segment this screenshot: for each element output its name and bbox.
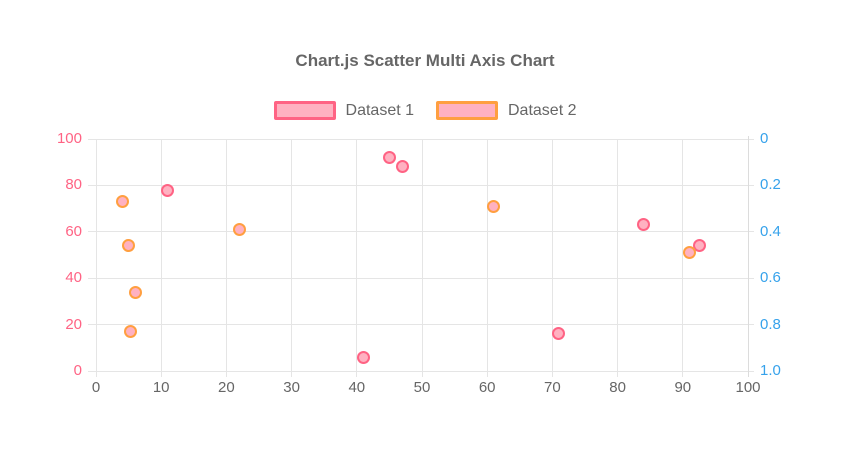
scatter-point-dataset-2[interactable] [487, 199, 501, 213]
x-tick-label: 0 [91, 379, 101, 396]
y-left-tick-label: 40 [65, 269, 82, 287]
right-axis-border [747, 136, 749, 377]
x-gridline [421, 139, 423, 377]
y-gridline [88, 277, 754, 279]
scatter-point-dataset-1[interactable] [637, 218, 651, 232]
x-gridline [291, 139, 293, 377]
x-tick-label: 10 [152, 379, 170, 396]
y-gridline [88, 231, 754, 233]
x-gridline [617, 139, 619, 377]
x-tick-label: 40 [348, 379, 366, 396]
scatter-point-dataset-1[interactable] [161, 183, 175, 197]
y-left-tick-label: 60 [65, 222, 82, 240]
x-gridline [356, 139, 358, 377]
y-right-tick-label: 0.8 [760, 315, 781, 333]
y-gridline [88, 370, 754, 372]
y-left-tick-label: 80 [65, 176, 82, 194]
y-left-tick-label: 0 [73, 362, 82, 379]
x-tick-label: 60 [478, 379, 496, 396]
x-gridline [95, 139, 97, 377]
scatter-point-dataset-2[interactable] [128, 285, 142, 299]
scatter-point-dataset-2[interactable] [115, 195, 129, 209]
scatter-point-dataset-1[interactable] [395, 160, 409, 174]
x-tick-label: 20 [218, 379, 235, 396]
legend-item-label: Dataset 1 [345, 101, 414, 119]
x-tick-label: 90 [674, 379, 692, 396]
x-tick-label: 30 [283, 379, 300, 396]
x-gridline [486, 139, 488, 377]
x-gridline [160, 139, 162, 377]
scatter-point-dataset-1[interactable] [552, 327, 566, 341]
y-right-tick-label: 0 [760, 130, 769, 147]
x-gridline [225, 139, 227, 377]
y-right-tick-label: 0.2 [760, 176, 781, 194]
legend: Dataset 1 Dataset 2 [0, 101, 850, 120]
scatter-point-dataset-2[interactable] [124, 325, 138, 339]
x-tick-label: 50 [413, 379, 431, 396]
x-gridline [551, 139, 553, 377]
scatter-point-dataset-1[interactable] [692, 239, 706, 253]
scatter-point-dataset-1[interactable] [382, 151, 396, 165]
y-left-tick-label: 100 [56, 130, 82, 147]
legend-swatch-dataset-2 [436, 101, 498, 120]
y-gridline [88, 184, 754, 186]
x-tick-label: 80 [609, 379, 626, 396]
x-tick-label: 70 [544, 379, 561, 396]
y-right-tick-label: 1.0 [760, 362, 781, 379]
y-left-tick-label: 20 [65, 315, 82, 333]
legend-item-label: Dataset 2 [508, 101, 577, 119]
legend-swatch-dataset-1 [273, 101, 336, 120]
scatter-point-dataset-2[interactable] [122, 239, 136, 253]
y-right-tick-label: 0.6 [760, 269, 781, 287]
x-gridline [682, 139, 684, 377]
chart-title: Chart.js Scatter Multi Axis Chart [295, 51, 555, 70]
scatter-point-dataset-2[interactable] [232, 222, 246, 236]
scatter-point-dataset-1[interactable] [356, 350, 370, 364]
scatter-point-dataset-2[interactable] [682, 246, 696, 260]
legend-item-dataset-2[interactable]: Dataset 2 [436, 101, 576, 120]
y-gridline [88, 324, 754, 326]
y-gridline [88, 138, 754, 140]
y-right-tick-label: 0.4 [760, 222, 781, 240]
x-tick-label: 100 [735, 379, 761, 396]
legend-item-dataset-1[interactable]: Dataset 1 [273, 101, 414, 120]
